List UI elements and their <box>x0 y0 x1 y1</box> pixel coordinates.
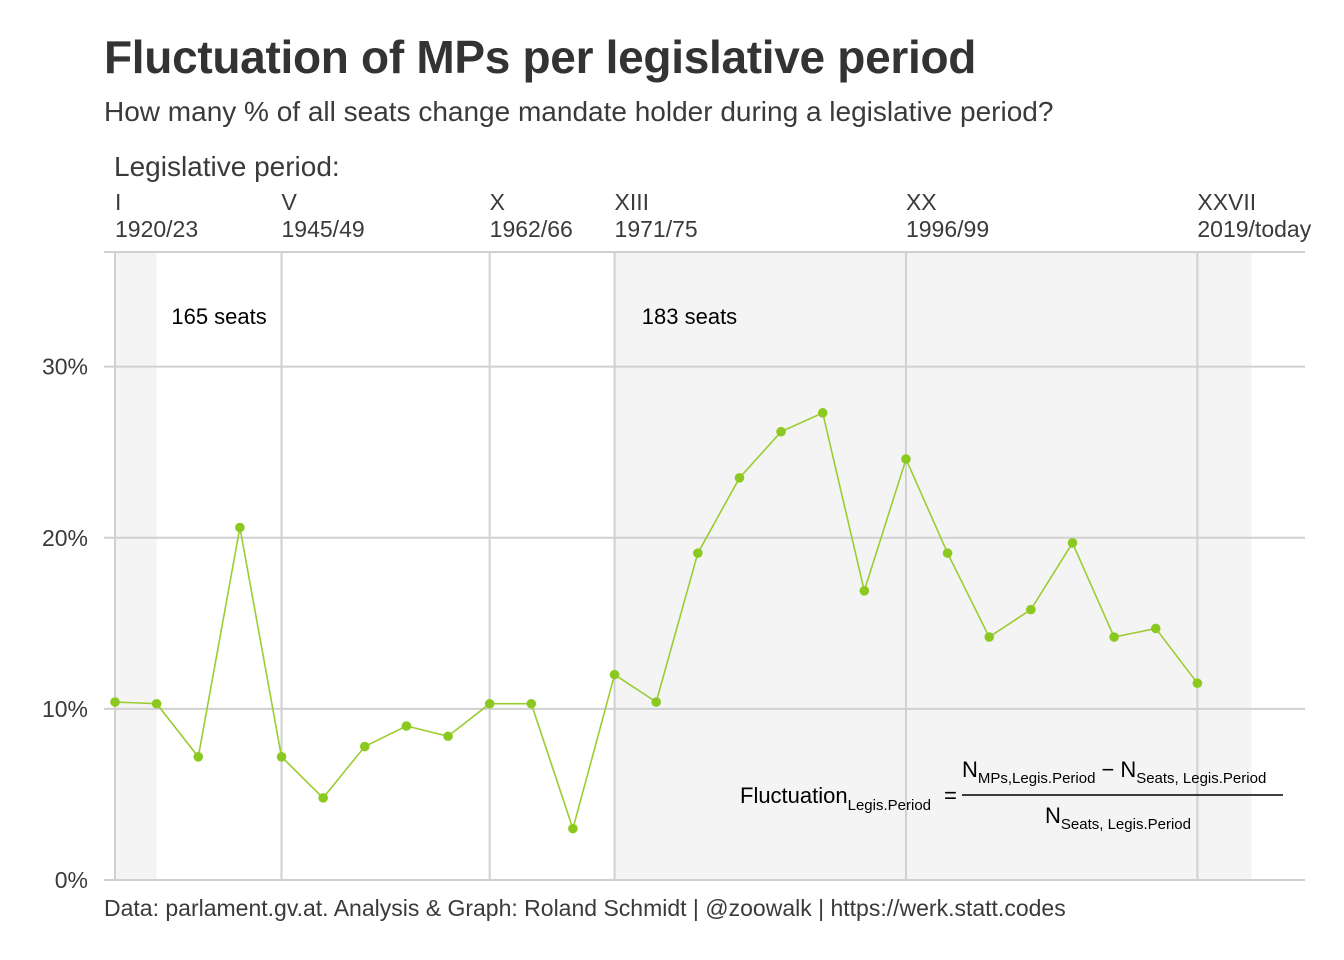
svg-text:NSeats, Legis.Period: NSeats, Legis.Period <box>1045 803 1191 833</box>
data-point <box>984 632 995 642</box>
data-point <box>859 586 870 596</box>
data-point <box>776 426 786 437</box>
data-point <box>1192 678 1203 689</box>
seats-annotation: 165 seats <box>171 304 266 329</box>
x-tick-numeral: X <box>490 189 505 215</box>
data-point <box>734 473 745 483</box>
data-point <box>193 751 204 762</box>
formula-num-b: N <box>1120 757 1136 782</box>
top-axis-title: Legislative period: <box>114 151 340 182</box>
formula-den: N <box>1045 803 1061 828</box>
data-point <box>1067 538 1078 548</box>
svg-text:NMPs,Legis.Period−NSeats, Legi: NMPs,Legis.Period − NSeats, Legis.Period <box>962 757 1266 787</box>
annotations: 165 seats 183 seats <box>171 304 737 329</box>
y-tick-labels: 0% 10% 20% 30% <box>42 354 88 893</box>
x-tick-numeral: I <box>115 189 121 215</box>
seats-annotation: 183 seats <box>642 304 737 329</box>
formula-lhs: Fluctuation <box>740 783 848 808</box>
data-point <box>1109 632 1119 642</box>
x-tick-years: 2019/today <box>1197 216 1311 242</box>
x-tick-numeral: XIII <box>615 189 650 215</box>
chart-caption: Data: parlament.gv.at. Analysis & Graph:… <box>104 895 1066 921</box>
x-tick-numeral: XXVII <box>1197 189 1256 215</box>
data-point <box>276 751 287 762</box>
chart-title: Fluctuation of MPs per legislative perio… <box>104 31 977 83</box>
shaded-ranges <box>115 252 1252 880</box>
y-tick-label: 20% <box>42 525 88 551</box>
formula-num-a-sub: MPs,Legis.Period <box>978 770 1096 787</box>
data-point <box>1150 623 1161 634</box>
gridlines <box>104 251 1305 881</box>
data-point <box>401 721 412 731</box>
x-tick-numeral: XX <box>906 189 937 215</box>
y-tick-label: 0% <box>55 867 88 893</box>
svg-text:FluctuationLegis.Period: FluctuationLegis.Period <box>740 783 931 814</box>
data-point <box>693 548 703 558</box>
shaded-range-1 <box>115 252 157 880</box>
data-point <box>359 741 370 752</box>
data-point <box>110 697 120 707</box>
data-point <box>235 522 245 533</box>
shaded-range-2 <box>614 252 1252 880</box>
data-point <box>484 698 495 709</box>
y-tick-label: 30% <box>42 354 88 380</box>
formula-equals: = <box>944 783 957 808</box>
data-point <box>443 731 453 742</box>
x-tick-years: 1971/75 <box>615 216 698 242</box>
series-fluctuation <box>110 408 1203 834</box>
x-tick-numeral: V <box>282 189 298 215</box>
data-point <box>651 697 661 707</box>
formula-num-b-sub: Seats, Legis.Period <box>1136 770 1266 787</box>
formula-minus: − <box>1101 757 1114 782</box>
y-tick-label: 10% <box>42 696 88 722</box>
data-point <box>568 823 578 834</box>
fluctuation-formula: FluctuationLegis.Period = NMPs,Legis.Per… <box>740 757 1283 833</box>
formula-lhs-sub: Legis.Period <box>848 797 931 814</box>
x-tick-years: 1945/49 <box>282 216 365 242</box>
formula-num-a: N <box>962 757 978 782</box>
data-point <box>942 548 953 558</box>
data-point <box>901 454 911 464</box>
data-point <box>151 698 162 709</box>
data-point <box>1026 604 1036 615</box>
chart-subtitle: How many % of all seats change mandate h… <box>104 96 1054 127</box>
x-tick-years: 1962/66 <box>490 216 573 242</box>
x-tick-years: 1920/23 <box>115 216 198 242</box>
formula-den-sub: Seats, Legis.Period <box>1061 816 1191 833</box>
data-point <box>526 698 537 709</box>
data-point <box>817 408 828 418</box>
x-tick-years: 1996/99 <box>906 216 989 242</box>
data-point <box>609 669 620 680</box>
data-point <box>318 793 328 803</box>
